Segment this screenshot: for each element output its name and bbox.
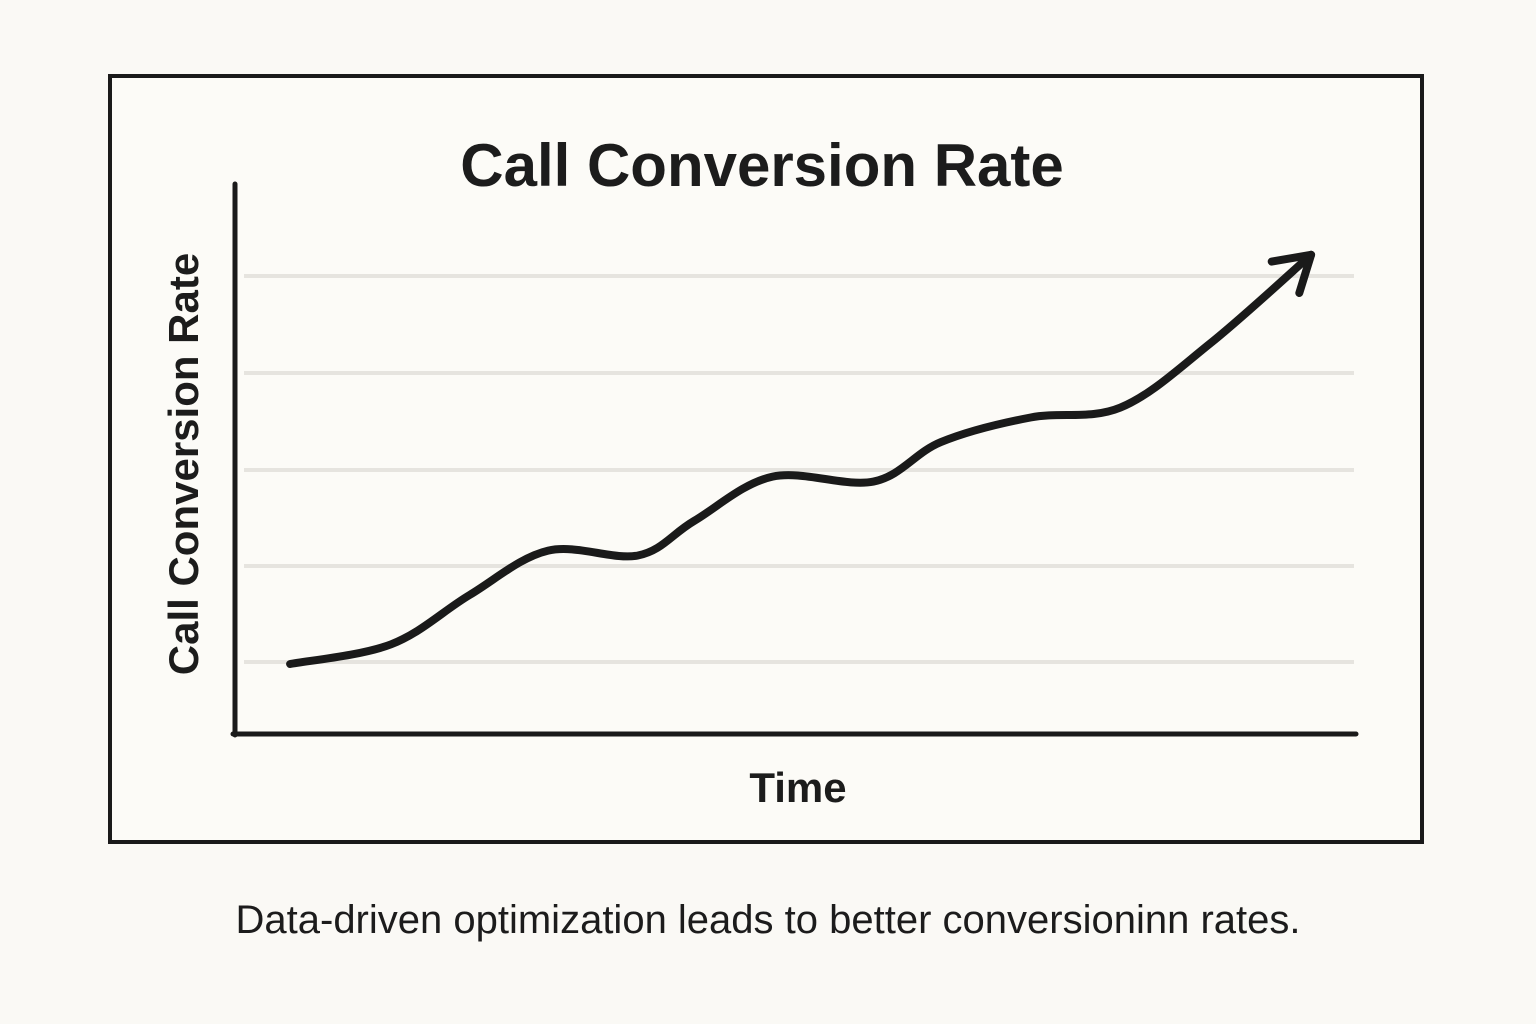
arrowhead-marker bbox=[1267, 250, 1316, 297]
axes bbox=[230, 181, 1359, 738]
line-chart: Call Conversion Rate Time Call Conversio… bbox=[160, 132, 1359, 811]
y-axis-label: Call Conversion Rate bbox=[160, 253, 207, 675]
series-layer bbox=[286, 250, 1316, 668]
x-axis-label: Time bbox=[749, 764, 846, 811]
chart-caption: Data-driven optimization leads to better… bbox=[235, 898, 1301, 942]
chart-title: Call Conversion Rate bbox=[460, 132, 1064, 199]
series-line bbox=[286, 250, 1316, 668]
gridlines bbox=[244, 274, 1354, 664]
chart-frame: Call Conversion Rate Time Call Conversio… bbox=[108, 74, 1424, 844]
